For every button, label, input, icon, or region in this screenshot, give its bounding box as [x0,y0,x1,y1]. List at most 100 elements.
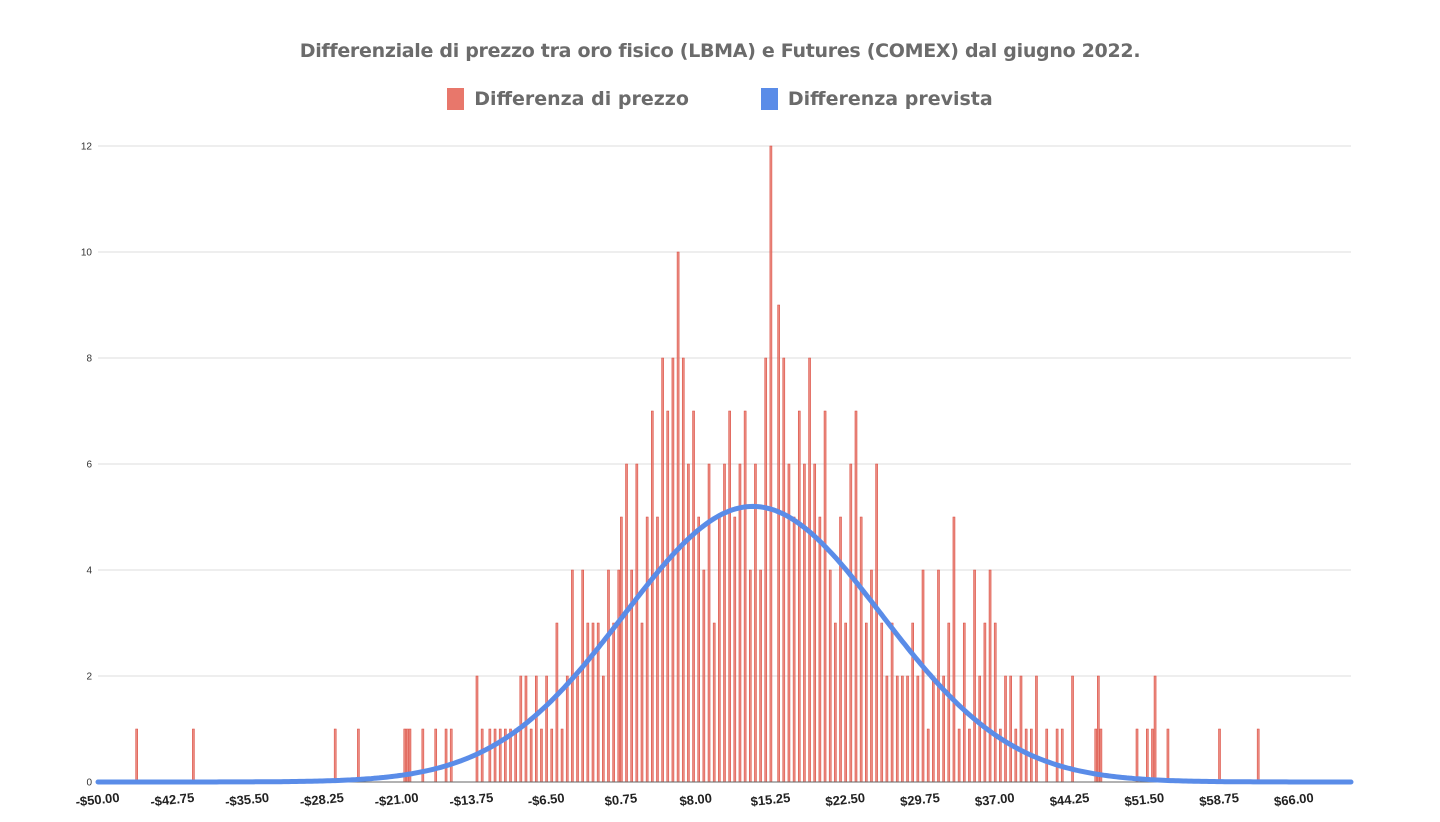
histogram-bar [926,728,930,783]
histogram-bar [1256,728,1260,783]
histogram-bar [333,728,337,783]
histogram-bar [625,463,628,783]
histogram-bar [560,728,564,783]
histogram-bar [524,675,528,783]
histogram-bar [607,569,610,783]
histogram-bar [1218,728,1221,783]
histogram-bar [828,569,832,783]
histogram-bar [782,357,786,783]
histogram-bar [651,410,654,783]
x-tick-label: $37.00 [974,790,1015,809]
y-tick-label: 0 [86,778,92,789]
histogram-bar [1055,728,1059,783]
histogram-bar [906,675,909,783]
histogram-bar [656,516,659,783]
legend-label: Differenza prevista [787,88,993,110]
histogram-bar [1166,728,1170,783]
x-tick-label: $29.75 [899,790,940,809]
histogram-bar [357,728,360,783]
histogram-bar [444,728,448,783]
histogram-bar [890,622,894,783]
histogram-bar [640,622,644,783]
histogram-bar [962,622,966,783]
histogram-bar [545,675,548,783]
histogram-bar [581,569,584,783]
histogram-bar [916,675,920,783]
x-tick-label: -$6.50 [527,790,565,809]
y-tick-label: 6 [86,460,92,471]
histogram-bar [620,516,623,783]
histogram-bar [540,728,543,783]
histogram-bar [952,516,956,783]
histogram-bar [818,516,822,783]
histogram-bar [834,622,837,783]
histogram-bar [844,622,847,783]
histogram-bar [692,410,695,783]
histogram-bar [635,463,639,783]
x-tick-label: $0.75 [604,790,638,808]
x-tick-label: $44.25 [1049,790,1090,809]
histogram-bar [1019,675,1023,783]
histogram-bar [498,728,502,783]
x-tick-label: -$35.50 [224,790,269,810]
histogram-bar [880,622,884,783]
legend-item-differenza-prevista: Differenza prevista [760,88,993,110]
histogram-bar [434,728,438,783]
histogram-bar [754,463,757,783]
histogram-bar [687,463,690,783]
histogram-bar [769,145,773,783]
histogram-bar [535,675,538,783]
histogram-bar [854,410,858,783]
histogram-bar [797,410,801,783]
histogram-bar [885,675,889,783]
histogram-bar [803,463,806,783]
histogram-bar [1045,728,1049,783]
x-tick-label: $15.25 [750,790,791,809]
histogram-bar [865,622,868,783]
histogram-bar [602,675,605,783]
histogram-bar [973,569,976,783]
histogram-bar [792,516,796,783]
histogram-bar [728,410,731,783]
histogram-bar [983,622,987,783]
histogram-bar [488,728,492,783]
histogram-bar [733,516,737,783]
histogram-bar [529,728,533,783]
histogram-bar [901,675,904,783]
histogram-bar [859,516,863,783]
histogram-bar [823,410,827,783]
x-tick-label: $58.75 [1198,790,1239,809]
x-tick-label: $66.00 [1273,790,1314,809]
histogram-bar [849,463,853,783]
histogram-bar [895,675,899,783]
histogram-bar [645,516,649,783]
histogram-bar [555,622,559,783]
x-tick-label: -$50.00 [75,790,120,810]
histogram-bar [718,516,721,783]
y-tick-label: 12 [81,142,93,153]
histogram-bar [1146,728,1149,783]
histogram-bar [947,622,951,783]
histogram-bar [550,728,554,783]
histogram-bar [968,728,971,783]
histogram-bar [764,357,768,783]
histogram-bar [978,675,982,783]
histogram-bar [787,463,791,783]
histogram-bar [1009,675,1012,783]
histogram-bar [480,728,484,783]
histogram-bar [921,569,925,783]
histogram-bar [1014,728,1018,783]
histogram-bar [617,569,621,783]
y-axis-ticks: 0 2 4 6 8 10 12 [81,142,93,789]
histogram-bar [135,728,138,783]
histogram-bar [932,675,935,783]
histogram-bar [937,569,940,783]
y-tick-label: 8 [86,354,92,365]
histogram-bar [839,516,842,783]
histogram-bar [738,463,742,783]
histogram-bar [957,728,961,783]
histogram-bar [911,622,914,783]
y-tick-label: 10 [81,248,93,259]
histogram-bar [591,622,595,783]
